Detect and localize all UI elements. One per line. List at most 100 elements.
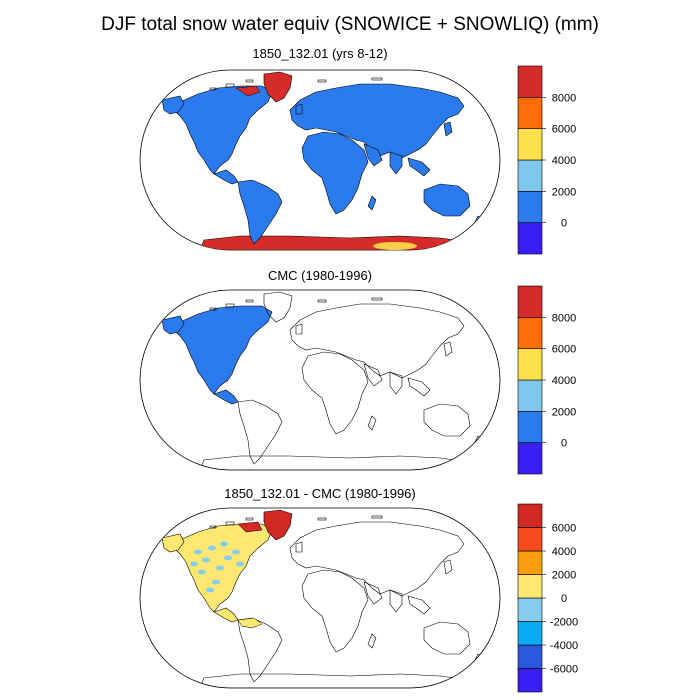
- colorbar-box: [517, 668, 543, 693]
- map-frame: [139, 289, 501, 471]
- landmass-india: [389, 371, 403, 395]
- landmass-eurasia: [289, 83, 465, 159]
- diff-spot: [194, 549, 202, 555]
- colorbar-label: -4000: [550, 640, 578, 652]
- landmass-central: [213, 389, 239, 405]
- landmass-namerica: [173, 305, 273, 395]
- diff-spot: [224, 555, 232, 561]
- landmass-australia: [423, 183, 471, 217]
- landmass-antarctica: [199, 455, 477, 470]
- landmass-india: [389, 151, 403, 175]
- samerica-diff-patch: [237, 617, 263, 629]
- diff-spot: [208, 545, 216, 551]
- colorbar-label: 2000: [552, 570, 576, 582]
- diff-spot: [212, 579, 220, 585]
- arctic-island: [209, 525, 217, 529]
- colorbar-box: [517, 128, 543, 161]
- arctic-diff-patch: [237, 521, 263, 533]
- antarctica-peak: [373, 242, 417, 250]
- arctic-island: [371, 297, 383, 301]
- panel-title-diff: 1850_132.01 - CMC (1980-1996): [224, 486, 416, 501]
- colorbar-label: 2000: [552, 186, 576, 198]
- landmass-samerica: [237, 179, 283, 245]
- diff-spot: [216, 565, 224, 571]
- landmass-central: [213, 169, 239, 185]
- colorbar-box: [517, 597, 543, 622]
- landmass-madagascar: [367, 633, 377, 649]
- arctic-island: [209, 307, 217, 311]
- arctic-island: [317, 517, 327, 521]
- landmass-eurasia: [289, 521, 465, 597]
- diff-spot: [220, 541, 228, 547]
- panel-title-model: 1850_132.01 (yrs 8-12): [252, 46, 388, 61]
- landmass-seasia: [407, 377, 431, 397]
- colorbar-label: 8000: [552, 312, 576, 324]
- arctic-island: [225, 303, 235, 308]
- map-frame: [139, 507, 501, 689]
- colorbar-label: 4000: [552, 155, 576, 167]
- arctic-island: [317, 79, 327, 83]
- colorbar-box: [517, 442, 543, 475]
- landmass-japan: [443, 121, 453, 137]
- colorbar-label: 4000: [552, 546, 576, 558]
- colorbar-box: [517, 574, 543, 599]
- diff-spot: [198, 569, 206, 575]
- landmass-australia: [423, 403, 471, 437]
- landmass-uk: [295, 541, 303, 553]
- landmass-namerica: [173, 523, 273, 613]
- canada-arctic-patch: [235, 85, 261, 97]
- landmass-india: [389, 589, 403, 613]
- arctic-island: [245, 517, 254, 521]
- landmass-madagascar: [367, 195, 377, 211]
- colorbar-box: [517, 285, 543, 318]
- arctic-island: [371, 77, 383, 81]
- colorbar-box: [517, 379, 543, 412]
- landmass-arabia: [363, 363, 383, 387]
- colorbar-label: 6000: [552, 523, 576, 535]
- colorbar-label: 4000: [552, 375, 576, 387]
- colorbar-box: [517, 621, 543, 646]
- colorbar-label: 0: [561, 438, 567, 450]
- landmass-australia: [423, 621, 471, 655]
- landmass-samerica: [237, 399, 283, 465]
- landmass-antarctica: [199, 235, 477, 250]
- colorbar-box: [517, 527, 543, 552]
- landmass-central: [213, 607, 239, 623]
- landmass-greenland: [263, 509, 293, 541]
- colorbar-box: [517, 65, 543, 98]
- main-title: DJF total snow water equiv (SNOWICE + SN…: [101, 14, 599, 35]
- diff-spot: [202, 557, 210, 563]
- landmass-japan: [443, 341, 453, 357]
- landmass-nz: [473, 215, 485, 229]
- landmass-eurasia: [289, 303, 465, 379]
- landmass-africa: [301, 351, 369, 435]
- landmass-madagascar: [367, 415, 377, 431]
- colorbar-label: -2000: [550, 617, 578, 629]
- landmass-seasia: [407, 595, 431, 615]
- colorbar-label: 2000: [552, 406, 576, 418]
- arctic-island: [225, 83, 235, 88]
- colorbar-label: 6000: [552, 344, 576, 356]
- colorbar-label: -6000: [550, 664, 578, 676]
- colorbar-box: [517, 159, 543, 192]
- colorbar-box: [517, 644, 543, 669]
- landmass-arabia: [363, 581, 383, 605]
- landmass-uk: [295, 103, 303, 115]
- arctic-island: [225, 521, 235, 526]
- landmass-africa: [301, 131, 369, 215]
- colorbar-box: [517, 411, 543, 443]
- landmass-namerica: [173, 85, 273, 175]
- landmass-nz: [473, 435, 485, 449]
- landmass-japan: [443, 559, 453, 575]
- landmass-africa: [301, 569, 369, 653]
- colorbar-label: 6000: [552, 124, 576, 136]
- map-frame: [139, 69, 501, 251]
- colorbar-box: [517, 191, 543, 223]
- colorbar-box: [517, 348, 543, 381]
